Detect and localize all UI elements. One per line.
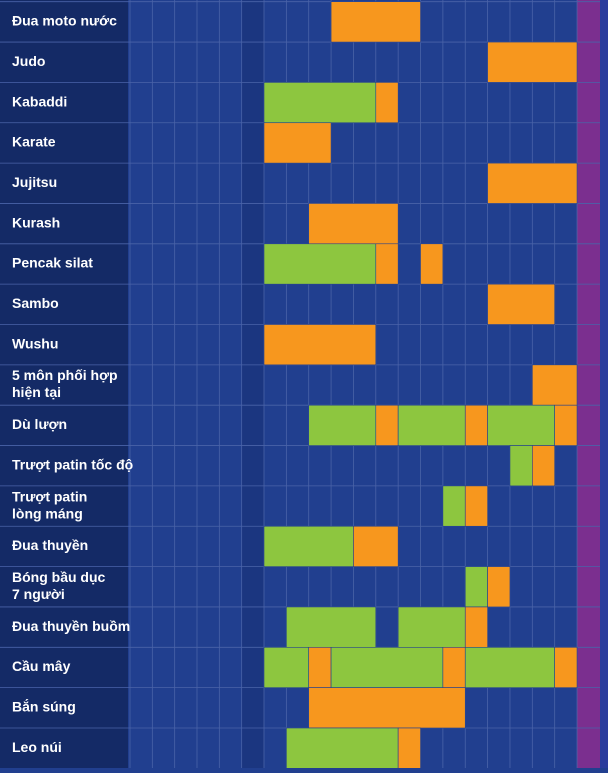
sport-label: 7 người: [12, 586, 65, 602]
sport-label: Karate: [12, 134, 56, 150]
sport-label: hiện tại: [12, 384, 61, 400]
event-block: [554, 646, 578, 688]
label-column: [0, 0, 128, 768]
event-block: [442, 485, 466, 527]
sport-label: Wushu: [12, 335, 58, 351]
event-block: [554, 404, 578, 446]
sport-label: Jujitsu: [12, 174, 57, 190]
event-block: [263, 646, 310, 688]
event-block: [263, 243, 377, 285]
event-block: [263, 324, 377, 366]
event-block: [487, 404, 555, 446]
event-block: [397, 404, 466, 446]
event-block: [375, 404, 399, 446]
event-block: [464, 606, 488, 648]
event-block: [487, 566, 511, 608]
sport-label: 5 môn phối hợp: [12, 367, 118, 383]
cells: [263, 1, 578, 769]
event-block: [263, 525, 354, 567]
sport-label: Đua thuyền: [12, 537, 88, 553]
closing-column: [577, 0, 600, 768]
sport-label: Dù lượn: [12, 416, 67, 432]
event-block: [487, 41, 578, 83]
event-block: [420, 243, 444, 285]
shaded-column: [242, 0, 264, 768]
event-block: [330, 1, 421, 43]
event-block: [464, 646, 555, 688]
sport-label: Kabaddi: [12, 93, 67, 109]
sport-label: Trượt patin tốc độ: [12, 456, 133, 472]
event-block: [397, 727, 421, 769]
event-block: [464, 404, 488, 446]
sport-label: Kurash: [12, 214, 60, 230]
edge-column: [600, 0, 608, 768]
event-block: [464, 566, 488, 608]
event-block: [532, 445, 555, 487]
event-block: [487, 283, 555, 325]
sport-label: Sambo: [12, 295, 59, 311]
sport-label: Trượt patin: [12, 488, 87, 504]
event-block: [308, 687, 466, 729]
event-block: [308, 404, 377, 446]
sport-label: Pencak silat: [12, 255, 93, 271]
labels: Đua moto nước Judo Kabaddi Karate Jujitsu Kur…: [12, 13, 133, 755]
event-block: [263, 122, 332, 164]
event-block: [330, 646, 444, 688]
event-block: [308, 203, 399, 245]
sport-label: Judo: [12, 53, 45, 69]
sport-label: Cầu mây: [12, 658, 71, 674]
sport-label: Đua moto nước: [12, 13, 117, 29]
sport-label: Đua thuyền buồm: [12, 618, 130, 634]
event-block: [286, 606, 377, 648]
event-block: [353, 525, 399, 567]
event-block: [464, 485, 488, 527]
sport-label: Leo núi: [12, 739, 62, 755]
event-block: [487, 162, 578, 204]
event-block: [375, 82, 399, 124]
event-block: [442, 646, 466, 688]
event-block: [308, 646, 332, 688]
event-block: [532, 364, 578, 406]
event-block: [263, 82, 377, 124]
event-block: [375, 243, 399, 285]
event-block: [286, 727, 399, 769]
sport-label: Bóng bầu dục: [12, 569, 106, 585]
sport-label: lòng máng: [12, 505, 83, 521]
event-block: [509, 445, 533, 487]
sport-label: Bắn súng: [12, 698, 76, 715]
event-block: [397, 606, 466, 648]
